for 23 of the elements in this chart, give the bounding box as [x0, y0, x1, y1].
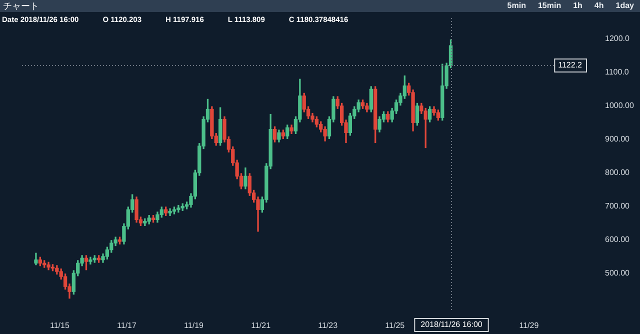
- text: 15min: [536, 0, 562, 12]
- y-tick-label: 900.00: [605, 134, 630, 144]
- ref-line-label: 1122.2: [558, 60, 583, 70]
- y-tick-label: 1000.00: [605, 101, 634, 110]
- x-tick-label: 11/29: [519, 321, 540, 330]
- y-tick-label: 800.00: [605, 168, 630, 178]
- text: 1day: [614, 0, 635, 12]
- chart-title: チャート: [3, 0, 39, 12]
- x-tick-label: 11/19: [184, 321, 204, 330]
- y-tick-label: 1100.0: [605, 68, 630, 77]
- x-tick-label: 11/21: [251, 321, 272, 330]
- ref-line-label: 2018/11/26 16:00: [420, 320, 483, 330]
- y-tick-label: 700.00: [605, 201, 630, 210]
- text: 5min: [506, 0, 527, 12]
- y-tick-label: 500.00: [605, 268, 630, 278]
- x-tick-label: 11/15: [50, 321, 70, 330]
- text: 1h: [572, 0, 584, 12]
- y-tick-label: 1200.0: [605, 34, 630, 44]
- y-tick-label: 600.00: [605, 234, 630, 244]
- text: 4h: [593, 0, 605, 12]
- x-tick-label: 11/25: [385, 321, 406, 330]
- x-tick-label: 11/17: [117, 321, 137, 330]
- x-tick-label: 11/23: [318, 321, 338, 330]
